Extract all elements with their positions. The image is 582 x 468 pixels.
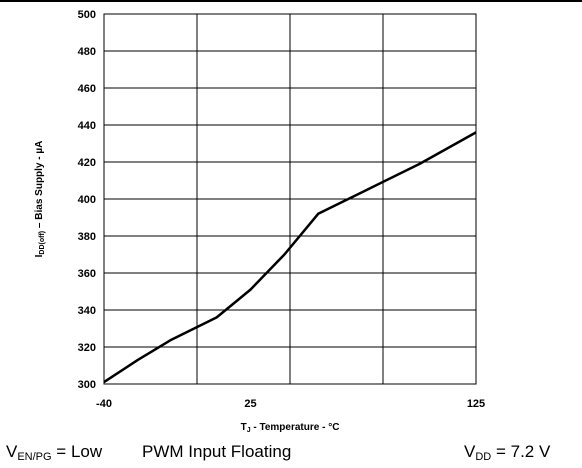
- y-tick-label: 420: [78, 157, 96, 169]
- x-tick-label: -40: [96, 398, 112, 410]
- y-axis-title: IDD(off) – Bias Supply - µA: [34, 141, 46, 258]
- y-tick-label: 360: [78, 268, 96, 280]
- y-tick-label: 300: [78, 379, 96, 391]
- y-tick-label: 460: [78, 83, 96, 95]
- y-tick-label: 480: [78, 46, 96, 58]
- x-tick-label: 25: [244, 398, 256, 410]
- y-tick-label: 400: [78, 194, 96, 206]
- pwm-condition: PWM Input Floating: [142, 442, 292, 461]
- ven-condition: VEN/PG = Low: [6, 442, 103, 463]
- vdd-condition: VDD = 7.2 V: [464, 442, 551, 463]
- y-tick-label: 440: [78, 120, 96, 132]
- conditions-caption: VEN/PG = Low PWM Input Floating VDD = 7.…: [0, 442, 582, 466]
- y-tick-label: 380: [78, 231, 96, 243]
- top-border-line: [0, 0, 582, 2]
- y-tick-label: 500: [78, 9, 96, 21]
- series-line: [103, 131, 477, 384]
- x-tick-label: 125: [467, 398, 485, 410]
- y-tick-label: 340: [78, 305, 96, 317]
- y-tick-label: 320: [78, 342, 96, 354]
- bias-supply-chart: 300 320 340 360 380 400 420 440 460 480 500 -40 25 12…: [34, 9, 485, 434]
- plot-frame: [103, 13, 477, 385]
- x-axis-title: TJ - Temperature - °C: [241, 422, 340, 434]
